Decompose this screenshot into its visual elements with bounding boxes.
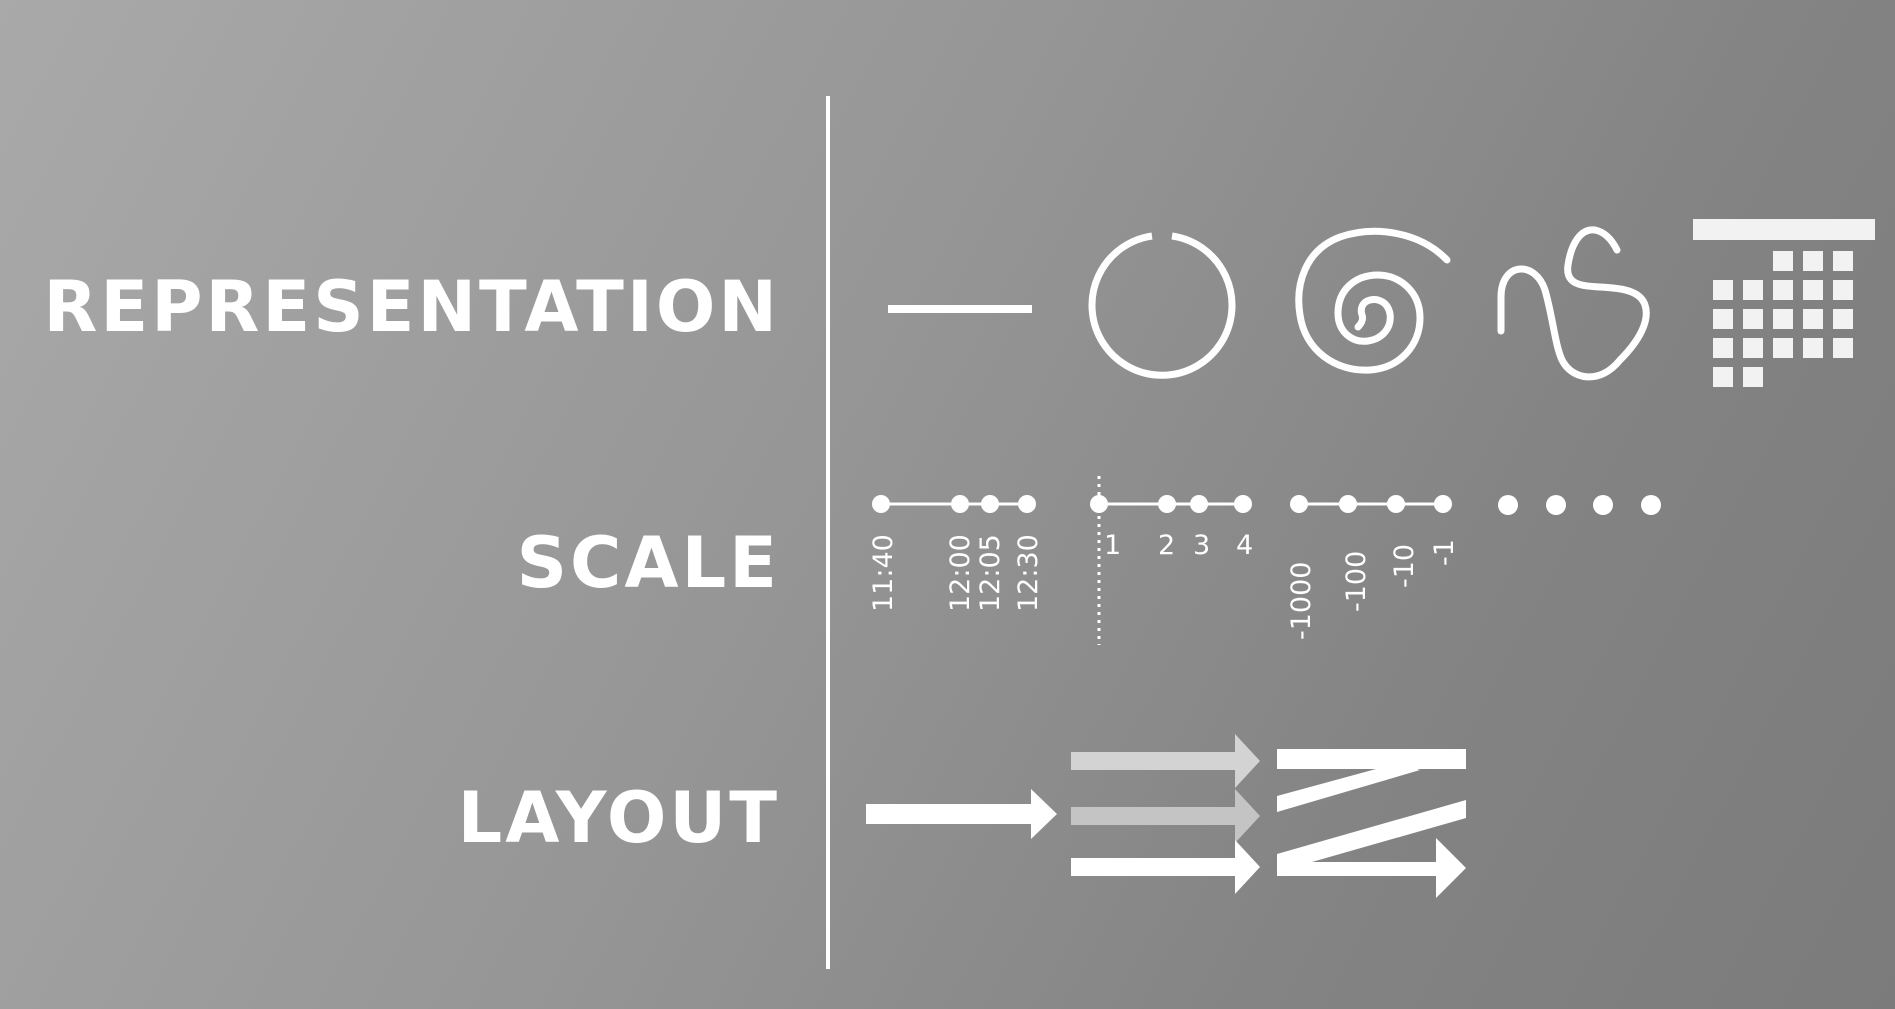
calendar-day-cell	[1773, 251, 1793, 271]
scale-axes: 11:40 12:00 12:05 12:30 1 2 3 4 -1000 -1…	[868, 476, 1661, 645]
time-tick-label: 11:40	[868, 534, 899, 612]
linear-axis-point	[1158, 495, 1176, 513]
calendar-day-cell	[1713, 367, 1733, 387]
calendar-header-bar	[1693, 219, 1875, 240]
negative-tick-label: -1	[1429, 539, 1460, 566]
category-point	[1593, 495, 1613, 515]
calendar-day-cell	[1713, 309, 1733, 329]
category-point	[1546, 495, 1566, 515]
calendar-day-cell	[1833, 280, 1853, 300]
calendar-day-cell	[1773, 309, 1793, 329]
layout-icons	[866, 734, 1466, 898]
linear-tick-label: 4	[1236, 530, 1253, 561]
stacked-arrow	[1071, 734, 1260, 788]
category-point	[1641, 495, 1661, 515]
time-axis-point	[951, 495, 969, 513]
time-axis-point	[1018, 495, 1036, 513]
negative-tick-label: -10	[1389, 544, 1420, 588]
calendar-day-cell	[1803, 280, 1823, 300]
time-tick-label: 12:30	[1013, 534, 1044, 612]
time-axis-point	[981, 495, 999, 513]
zigzag-top-bar	[1277, 749, 1466, 769]
negative-axis-point	[1387, 495, 1405, 513]
circle-icon	[1088, 232, 1236, 379]
calendar-day-cell	[1833, 338, 1853, 358]
single-arrow-icon	[866, 789, 1057, 839]
zigzag-arrow-icon	[1277, 749, 1466, 898]
negative-axis-point	[1290, 495, 1308, 513]
time-tick-label: 12:00	[945, 534, 976, 612]
calendar-day-cell	[1743, 309, 1763, 329]
stacked-arrows-icon	[1071, 734, 1260, 894]
negative-axis-point	[1434, 495, 1452, 513]
calendar-day-cell	[1803, 338, 1823, 358]
calendar-day-cell	[1833, 309, 1853, 329]
negative-tick-label: -100	[1341, 551, 1372, 612]
calendar-day-cell	[1773, 338, 1793, 358]
calendar-day-cell	[1803, 251, 1823, 271]
linear-axis-point	[1090, 495, 1108, 513]
calendar-day-cell	[1833, 251, 1853, 271]
vertical-divider	[826, 96, 830, 969]
time-tick-label: 12:05	[975, 534, 1006, 612]
time-axis-point	[872, 495, 890, 513]
stacked-arrow	[1071, 789, 1260, 843]
zigzag-diagonal	[1277, 763, 1420, 812]
layout-label: LAYOUT	[457, 777, 780, 859]
category-point	[1498, 495, 1518, 515]
linear-tick-label: 2	[1158, 530, 1175, 561]
stacked-arrow	[1071, 840, 1260, 894]
calendar-day-cell	[1743, 280, 1763, 300]
calendar-day-cell	[1713, 280, 1733, 300]
spiral-icon	[1295, 227, 1451, 374]
meander-curve-icon	[1497, 226, 1650, 381]
zigzag-bottom-arrow	[1277, 838, 1466, 898]
calendar-grid-icon	[1693, 219, 1875, 387]
representation-label: REPRESENTATION	[43, 266, 780, 348]
negative-tick-label: -1000	[1286, 562, 1317, 640]
linear-axis-point	[1190, 495, 1208, 513]
scale-label: SCALE	[516, 522, 780, 604]
representation-icons	[888, 219, 1875, 387]
linear-axis-point	[1234, 495, 1252, 513]
calendar-day-cell	[1743, 338, 1763, 358]
linear-tick-label: 1	[1104, 530, 1121, 561]
negative-axis-point	[1339, 495, 1357, 513]
calendar-day-cell	[1803, 309, 1823, 329]
calendar-day-cell	[1773, 280, 1793, 300]
linear-tick-label: 3	[1193, 530, 1210, 561]
calendar-day-cell	[1743, 367, 1763, 387]
zigzag-diagonal	[1277, 800, 1466, 872]
calendar-day-cell	[1713, 338, 1733, 358]
